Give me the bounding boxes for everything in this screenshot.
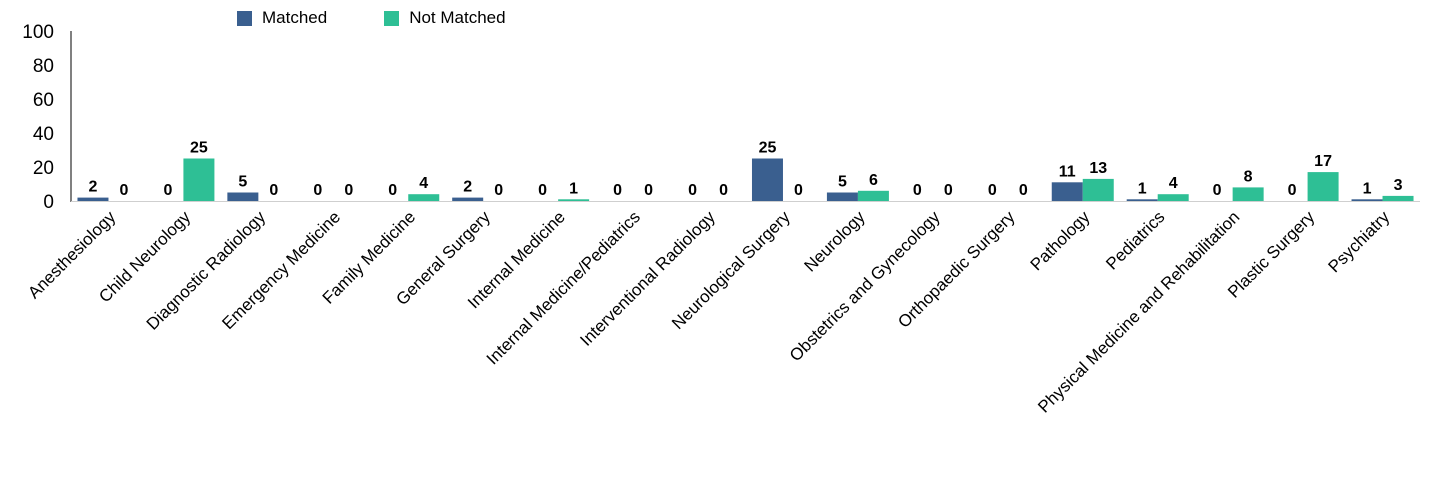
bar-matched <box>77 197 109 201</box>
y-tick-label: 40 <box>33 124 54 145</box>
legend-item-not-matched: Not Matched <box>384 8 506 28</box>
data-label-matched: 1 <box>1138 180 1147 197</box>
data-label-matched: 2 <box>89 179 98 196</box>
y-tick-label: 100 <box>22 22 54 43</box>
data-label-not-matched: 0 <box>494 182 503 199</box>
bar-matched <box>751 158 783 201</box>
bar-matched <box>452 197 484 201</box>
data-label-not-matched: 0 <box>794 182 803 199</box>
x-tick-label: Obstetrics and Gynecology <box>786 207 944 365</box>
bar-not-matched <box>183 158 215 201</box>
chart-legend: Matched Not Matched <box>237 8 563 28</box>
bar-not-matched <box>1382 195 1414 201</box>
data-label-not-matched: 0 <box>344 182 353 199</box>
x-tick-label: Neurology <box>801 207 870 276</box>
data-label-matched: 0 <box>163 182 172 199</box>
data-label-matched: 1 <box>1363 180 1372 197</box>
bar-matched <box>1351 199 1383 201</box>
data-label-matched: 0 <box>538 182 547 199</box>
data-label-matched: 0 <box>988 182 997 199</box>
bar-matched <box>227 192 259 201</box>
data-label-not-matched: 1 <box>569 180 578 197</box>
bar-not-matched <box>1157 194 1189 201</box>
data-label-not-matched: 6 <box>869 172 878 189</box>
data-label-matched: 5 <box>838 174 847 191</box>
data-label-matched: 0 <box>1288 182 1297 199</box>
data-label-not-matched: 13 <box>1089 160 1107 177</box>
data-label-not-matched: 8 <box>1244 168 1253 185</box>
data-label-not-matched: 4 <box>419 175 428 192</box>
x-tick-label: Interventional Radiology <box>576 207 719 350</box>
data-label-not-matched: 3 <box>1394 177 1403 194</box>
data-label-matched: 0 <box>913 182 922 199</box>
x-tick-label: Psychiatry <box>1324 207 1393 276</box>
bar-not-matched <box>408 194 440 201</box>
y-tick-label: 0 <box>43 192 54 213</box>
bar-not-matched <box>558 199 590 201</box>
data-label-matched: 5 <box>238 174 247 191</box>
y-tick-label: 20 <box>33 158 54 179</box>
data-label-not-matched: 0 <box>120 182 129 199</box>
legend-swatch-matched <box>237 10 252 26</box>
bar-matched <box>1126 199 1158 201</box>
data-label-not-matched: 4 <box>1169 175 1178 192</box>
data-label-matched: 0 <box>688 182 697 199</box>
y-tick-label: 60 <box>33 90 54 111</box>
bar-matched <box>1051 182 1083 201</box>
data-label-matched: 0 <box>388 182 397 199</box>
legend-swatch-not-matched <box>384 10 400 26</box>
legend-item-matched: Matched <box>237 8 327 28</box>
legend-label-not-matched: Not Matched <box>409 8 506 27</box>
legend-label-matched: Matched <box>262 8 328 27</box>
data-label-matched: 0 <box>1213 182 1222 199</box>
data-label-not-matched: 0 <box>1019 182 1028 199</box>
data-label-matched: 0 <box>313 182 322 199</box>
data-label-not-matched: 0 <box>644 182 653 199</box>
data-label-not-matched: 0 <box>719 182 728 199</box>
data-label-matched: 11 <box>1059 163 1076 180</box>
bar-not-matched <box>1307 172 1339 201</box>
bar-not-matched <box>1232 187 1264 201</box>
data-label-matched: 2 <box>463 179 472 196</box>
x-tick-label: Pediatrics <box>1102 207 1168 273</box>
bar-not-matched <box>1082 178 1114 201</box>
y-tick-label: 80 <box>33 56 54 77</box>
bar-not-matched <box>857 190 889 201</box>
bar-matched <box>826 192 858 201</box>
x-tick-label: Internal Medicine/Pediatrics <box>483 207 644 368</box>
data-label-not-matched: 17 <box>1314 153 1332 170</box>
data-label-not-matched: 25 <box>190 140 208 157</box>
x-tick-label: Pathology <box>1027 207 1094 274</box>
data-label-not-matched: 0 <box>944 182 953 199</box>
data-label-matched: 0 <box>613 182 622 199</box>
data-label-not-matched: 0 <box>269 182 278 199</box>
data-label-matched: 25 <box>759 140 777 157</box>
